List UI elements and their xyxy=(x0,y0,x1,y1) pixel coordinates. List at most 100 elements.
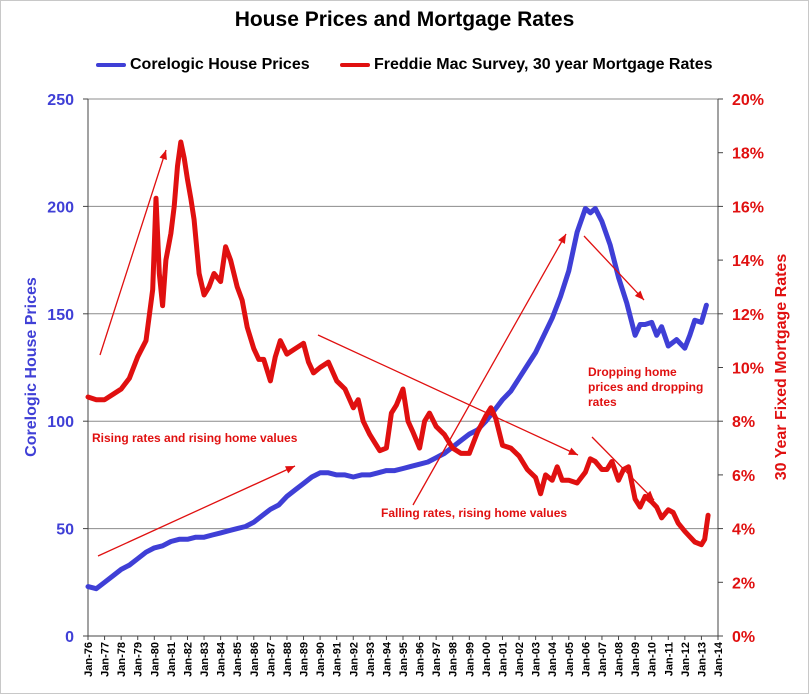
data-point-mortgage-rate xyxy=(104,399,106,401)
data-point-house-price xyxy=(694,319,696,321)
data-point-mortgage-rate xyxy=(390,412,392,414)
data-point-mortgage-rate xyxy=(253,348,255,350)
data-point-mortgage-rate xyxy=(651,501,653,503)
x-tick-label: Jan-91 xyxy=(332,642,344,677)
x-tick-label: Jan-06 xyxy=(580,642,592,677)
data-point-house-price xyxy=(518,377,520,379)
data-point-mortgage-rate xyxy=(198,272,200,275)
x-tick-label: Jan-97 xyxy=(431,642,443,677)
data-point-house-price xyxy=(510,390,512,392)
x-tick-label: Jan-78 xyxy=(116,642,128,677)
x-tick-label: Jan-00 xyxy=(481,642,493,677)
annotation-falling: Falling rates, rising home values xyxy=(381,506,567,520)
data-point-mortgage-rate xyxy=(128,377,130,379)
data-point-mortgage-rate xyxy=(707,514,709,516)
data-point-mortgage-rate xyxy=(684,530,686,532)
data-point-mortgage-rate xyxy=(556,466,558,468)
data-point-mortgage-rate xyxy=(402,388,404,390)
data-point-house-price xyxy=(244,525,247,528)
data-point-mortgage-rate xyxy=(385,447,387,449)
data-point-mortgage-rate xyxy=(460,452,462,454)
x-tick-label: Jan-80 xyxy=(149,642,161,677)
annotation-arrowhead xyxy=(644,490,654,500)
annotation-rising: Rising rates and rising home values xyxy=(92,431,298,445)
data-point-mortgage-rate xyxy=(344,388,346,390)
data-point-mortgage-rate xyxy=(407,420,409,422)
x-tick-label: Jan-84 xyxy=(216,641,228,677)
data-point-mortgage-rate xyxy=(601,468,603,471)
x-tick-label: Jan-09 xyxy=(630,642,642,677)
x-tick-label: Jan-94 xyxy=(381,641,393,677)
data-point-mortgage-rate xyxy=(180,141,182,143)
data-point-house-price xyxy=(543,334,545,336)
data-point-mortgage-rate xyxy=(374,442,376,444)
data-point-house-price xyxy=(128,564,130,566)
legend-swatch-red xyxy=(340,63,370,67)
left-tick-labels: 0 50 100 150 200 250 xyxy=(47,92,88,646)
data-point-house-price xyxy=(427,461,429,463)
data-point-house-price xyxy=(617,276,620,278)
annotation-arrow xyxy=(591,436,655,501)
data-point-mortgage-rate xyxy=(162,305,164,307)
data-point-mortgage-rate xyxy=(704,538,706,540)
data-point-house-price xyxy=(656,334,658,336)
data-point-mortgage-rate xyxy=(501,444,504,446)
data-point-mortgage-rate xyxy=(412,431,414,433)
data-point-mortgage-rate xyxy=(452,447,454,449)
annotation-arrowhead xyxy=(159,150,167,160)
data-point-house-price xyxy=(385,470,387,472)
left-tick-label: 150 xyxy=(47,307,74,324)
data-point-mortgage-rate xyxy=(700,544,703,546)
data-point-house-price xyxy=(684,347,686,349)
data-point-house-price xyxy=(344,474,346,476)
data-point-mortgage-rate xyxy=(495,417,497,420)
legend-label-mortgage-rates: Freddie Mac Survey, 30 year Mortgage Rat… xyxy=(374,56,713,73)
data-point-mortgage-rate xyxy=(173,205,175,207)
x-tick-label: Jan-11 xyxy=(663,642,675,676)
x-tick-label: Jan-93 xyxy=(365,642,377,677)
data-point-mortgage-rate xyxy=(152,289,154,291)
data-point-house-price xyxy=(644,323,646,326)
data-point-mortgage-rate xyxy=(510,447,512,449)
data-point-mortgage-rate xyxy=(186,179,189,181)
data-point-house-price xyxy=(468,433,470,435)
data-point-house-price xyxy=(319,472,321,474)
data-point-house-price xyxy=(443,452,445,454)
annotation-arrow xyxy=(99,149,167,356)
data-point-mortgage-rate xyxy=(208,286,210,288)
data-point-mortgage-rate xyxy=(540,493,542,495)
data-point-house-price xyxy=(153,547,155,549)
annotation-arrow xyxy=(412,233,567,506)
data-point-mortgage-rate xyxy=(551,479,553,481)
data-point-house-price xyxy=(559,296,562,298)
annotation-arrowhead xyxy=(285,466,295,474)
data-point-house-price xyxy=(551,317,553,319)
data-point-house-price xyxy=(269,508,271,510)
data-point-house-price xyxy=(137,558,139,560)
x-tick-label: Jan-87 xyxy=(265,642,277,677)
data-point-mortgage-rate xyxy=(176,165,179,167)
data-point-house-price xyxy=(286,495,288,497)
data-point-house-price xyxy=(228,530,230,532)
x-tick-label: Jan-13 xyxy=(696,642,708,677)
data-point-mortgage-rate xyxy=(694,541,696,543)
data-point-mortgage-rate xyxy=(611,460,613,463)
chart-title: House Prices and Mortgage Rates xyxy=(234,8,575,31)
data-point-mortgage-rate xyxy=(589,458,591,460)
data-point-house-price xyxy=(651,321,653,323)
annotation-arrowhead xyxy=(568,447,578,455)
data-point-mortgage-rate xyxy=(158,272,160,275)
data-point-mortgage-rate xyxy=(269,380,271,382)
x-tick-label: Jan-05 xyxy=(564,642,576,677)
legend-item-mortgage-rates: Freddie Mac Survey, 30 year Mortgage Rat… xyxy=(340,56,713,74)
data-point-house-price xyxy=(667,345,669,347)
data-point-mortgage-rate xyxy=(286,353,288,355)
x-tick-label: Jan-08 xyxy=(614,642,626,677)
annotation-arrowhead xyxy=(634,290,644,300)
data-point-house-price xyxy=(394,470,396,472)
x-tick-label: Jan-88 xyxy=(282,642,294,677)
data-point-house-price xyxy=(435,457,437,459)
data-point-house-price xyxy=(327,472,329,474)
data-point-mortgage-rate xyxy=(634,498,636,500)
data-point-house-price xyxy=(302,482,305,485)
